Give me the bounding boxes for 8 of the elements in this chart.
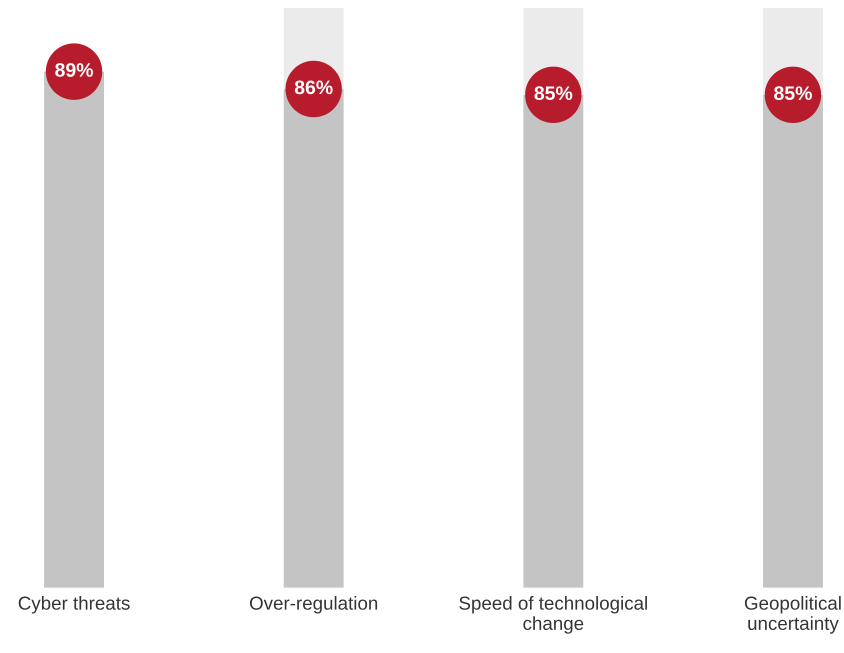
data-label: 86% xyxy=(294,80,333,94)
x-tick-label: Over-regulation xyxy=(250,596,378,614)
x-tick-label: Speed of technological change xyxy=(459,596,647,634)
data-label: 85% xyxy=(534,86,572,100)
data-label: 89% xyxy=(55,63,93,77)
x-tick-label: Geopolitical uncertainty xyxy=(744,596,841,634)
data-label: 85% xyxy=(774,86,812,100)
x-tick-label: Cyber threats xyxy=(18,596,130,614)
